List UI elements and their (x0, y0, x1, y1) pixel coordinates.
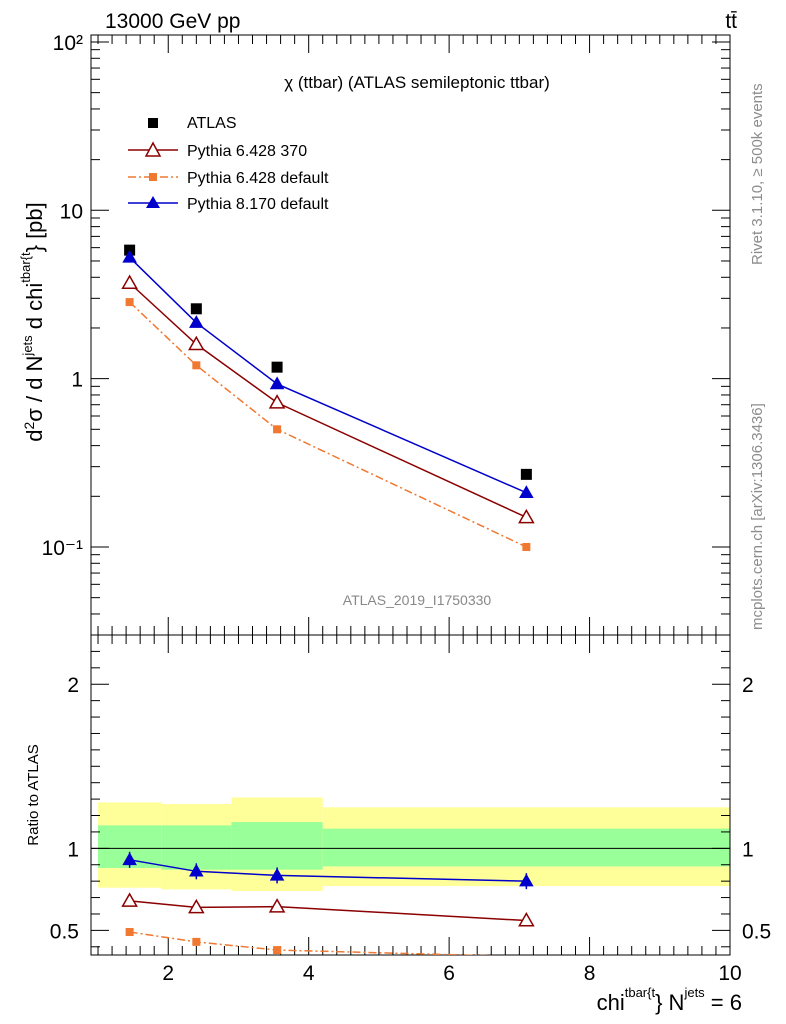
legend-marker-py6-default (149, 173, 157, 181)
series-marker-3 (269, 376, 285, 390)
series-marker-3 (519, 485, 534, 498)
series-marker-1 (188, 335, 205, 351)
ratio-marker-0 (121, 892, 138, 907)
ratio-green-band (161, 825, 232, 870)
ratio-y-tick-label-right: 2 (742, 674, 754, 697)
header-ttbar-label: tt̄ (725, 10, 737, 33)
ratio-marker-2 (189, 863, 204, 877)
series-marker-2 (522, 542, 531, 551)
legend-label-py8: Pythia 8.170 default (187, 196, 329, 213)
legend-label-atlas: ATLAS (187, 115, 237, 132)
series-line-2 (129, 301, 527, 548)
series-line-3 (129, 256, 527, 494)
ratio-line-0 (129, 900, 527, 922)
series-marker-2 (192, 361, 201, 370)
ratio-marker-2 (269, 867, 285, 881)
chart-title: χ (ttbar) (ATLAS semileptonic ttbar) (284, 73, 550, 92)
ratio-green-band (231, 822, 323, 870)
legend-marker-py6-370 (144, 141, 162, 157)
x-axis-label: chitbar{t} Njets = 6 (597, 985, 742, 1015)
series-marker-3 (122, 249, 137, 263)
ratio-series-group (121, 851, 535, 955)
x-tick-label: 2 (162, 962, 174, 985)
atlas-data-point (520, 468, 532, 480)
legend-marker-atlas (148, 118, 158, 128)
series-marker-2 (125, 298, 134, 307)
ratio-y-tick-label: 2 (67, 674, 79, 697)
main-y-tick-label: 10⁻¹ (42, 537, 83, 560)
legend: ATLAS Pythia 6.428 370 Pythia 6.428 defa… (128, 115, 329, 213)
ratio-marker-1 (273, 946, 282, 955)
ratio-marker-2 (122, 852, 137, 866)
ratio-green-band (322, 828, 730, 867)
ratio-bands (91, 797, 730, 891)
ratio-marker-1 (192, 937, 201, 946)
ratio-plot-frame (90, 634, 731, 956)
ratio-y-tick-label: 0.5 (50, 920, 79, 943)
x-tick-label: 8 (584, 962, 596, 985)
main-panel: χ (ttbar) (ATLAS semileptonic ttbar) ATL… (18, 32, 731, 636)
ratio-line-2 (129, 859, 527, 882)
ratio-y-tick-label-right: 1 (742, 838, 754, 861)
mcplots-label: mcplots.cern.ch [arXiv:1306.3436] (749, 403, 766, 630)
ratio-marker-0 (268, 898, 286, 913)
ratio-y-tick-label-right: 0.5 (742, 920, 771, 943)
main-y-tick-label: 10 (60, 200, 83, 223)
main-y-tick-label: 1 (71, 369, 83, 392)
ratio-marker-1 (125, 928, 134, 937)
ratio-y-ticks: 0.5 0.5 1 1 2 2 (50, 650, 771, 948)
ratio-panel: 0.5 0.5 1 1 2 2 2 4 6 8 10 Ratio to ATLAS (25, 35, 771, 985)
rivet-label: Rivet 3.1.10, ≥ 500k events (749, 83, 766, 265)
series-marker-1 (121, 274, 138, 289)
ratio-marker-0 (518, 912, 535, 927)
main-y-axis-label: d2σ / d Njets d chitbar{t} [pb] (18, 202, 47, 442)
chart-watermark: ATLAS_2019_I1750330 (343, 592, 492, 608)
legend-marker-py8 (146, 196, 160, 208)
legend-label-py6-370: Pythia 6.428 370 (187, 143, 307, 160)
ratio-marker-0 (188, 898, 205, 914)
ratio-marker-2 (519, 873, 534, 887)
main-y-ticks: 10⁻¹ 1 10 10² (42, 32, 730, 636)
ratio-y-axis-label: Ratio to ATLAS (25, 744, 42, 845)
main-series-layer (121, 244, 535, 551)
x-axis-ticks: 2 4 6 8 10 (97, 35, 742, 985)
series-marker-1 (518, 508, 535, 524)
series-line-1 (129, 282, 527, 519)
main-y-tick-label: 10² (53, 32, 83, 55)
x-tick-label: 10 (718, 962, 741, 985)
series-marker-1 (268, 394, 286, 409)
x-tick-label: 4 (303, 962, 315, 985)
x-tick-label: 6 (443, 962, 455, 985)
series-marker-2 (273, 425, 282, 434)
series-marker-3 (189, 315, 204, 328)
ratio-line-1 (129, 931, 493, 955)
atlas-data-point (271, 361, 283, 373)
legend-label-py6-default: Pythia 6.428 default (187, 170, 329, 187)
ratio-series-layer (121, 851, 535, 955)
ratio-y-tick-label: 1 (67, 838, 79, 861)
atlas-data-point (190, 303, 202, 315)
header-process-label: 13000 GeV pp (105, 10, 240, 33)
